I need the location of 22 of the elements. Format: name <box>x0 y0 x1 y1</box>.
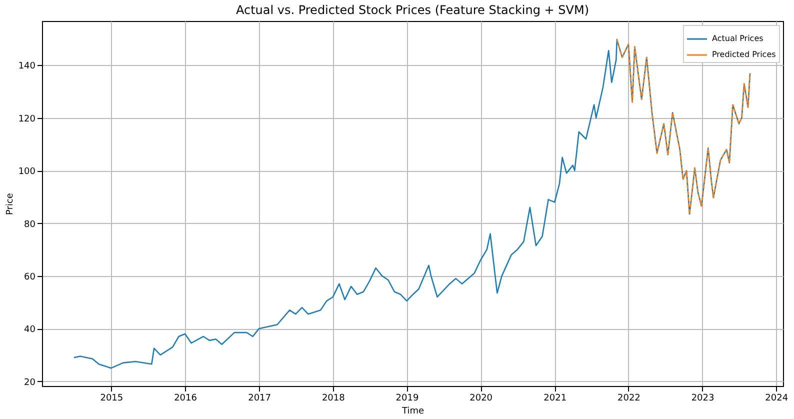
y-tick-label: 140 <box>18 62 36 72</box>
chart-title: Actual vs. Predicted Stock Prices (Feature Stacking + SVM) <box>236 3 590 17</box>
y-tick-label: 120 <box>18 114 36 124</box>
x-tick-label: 2024 <box>765 394 788 404</box>
legend-label: Actual Prices <box>712 34 764 43</box>
x-tick-label: 2022 <box>617 394 640 404</box>
y-tick-label: 20 <box>24 378 36 388</box>
y-tick-label: 100 <box>18 167 36 178</box>
x-tick-label: 2023 <box>691 394 714 404</box>
x-tick-label: 2017 <box>248 394 272 404</box>
x-tick-label: 2019 <box>396 394 419 404</box>
x-tick-label: 2021 <box>544 394 567 404</box>
y-tick-label: 60 <box>24 272 36 282</box>
x-tick-label: 2018 <box>322 394 346 404</box>
y-axis-title: Price <box>5 192 16 215</box>
x-tick-label: 2020 <box>470 394 493 404</box>
y-tick-label: 40 <box>24 325 36 336</box>
legend-label: Predicted Prices <box>712 50 776 59</box>
y-tick-label: 80 <box>24 220 36 230</box>
x-axis-title: Time <box>400 406 424 416</box>
x-tick-label: 2015 <box>100 394 124 404</box>
x-tick-label: 2016 <box>174 394 198 404</box>
